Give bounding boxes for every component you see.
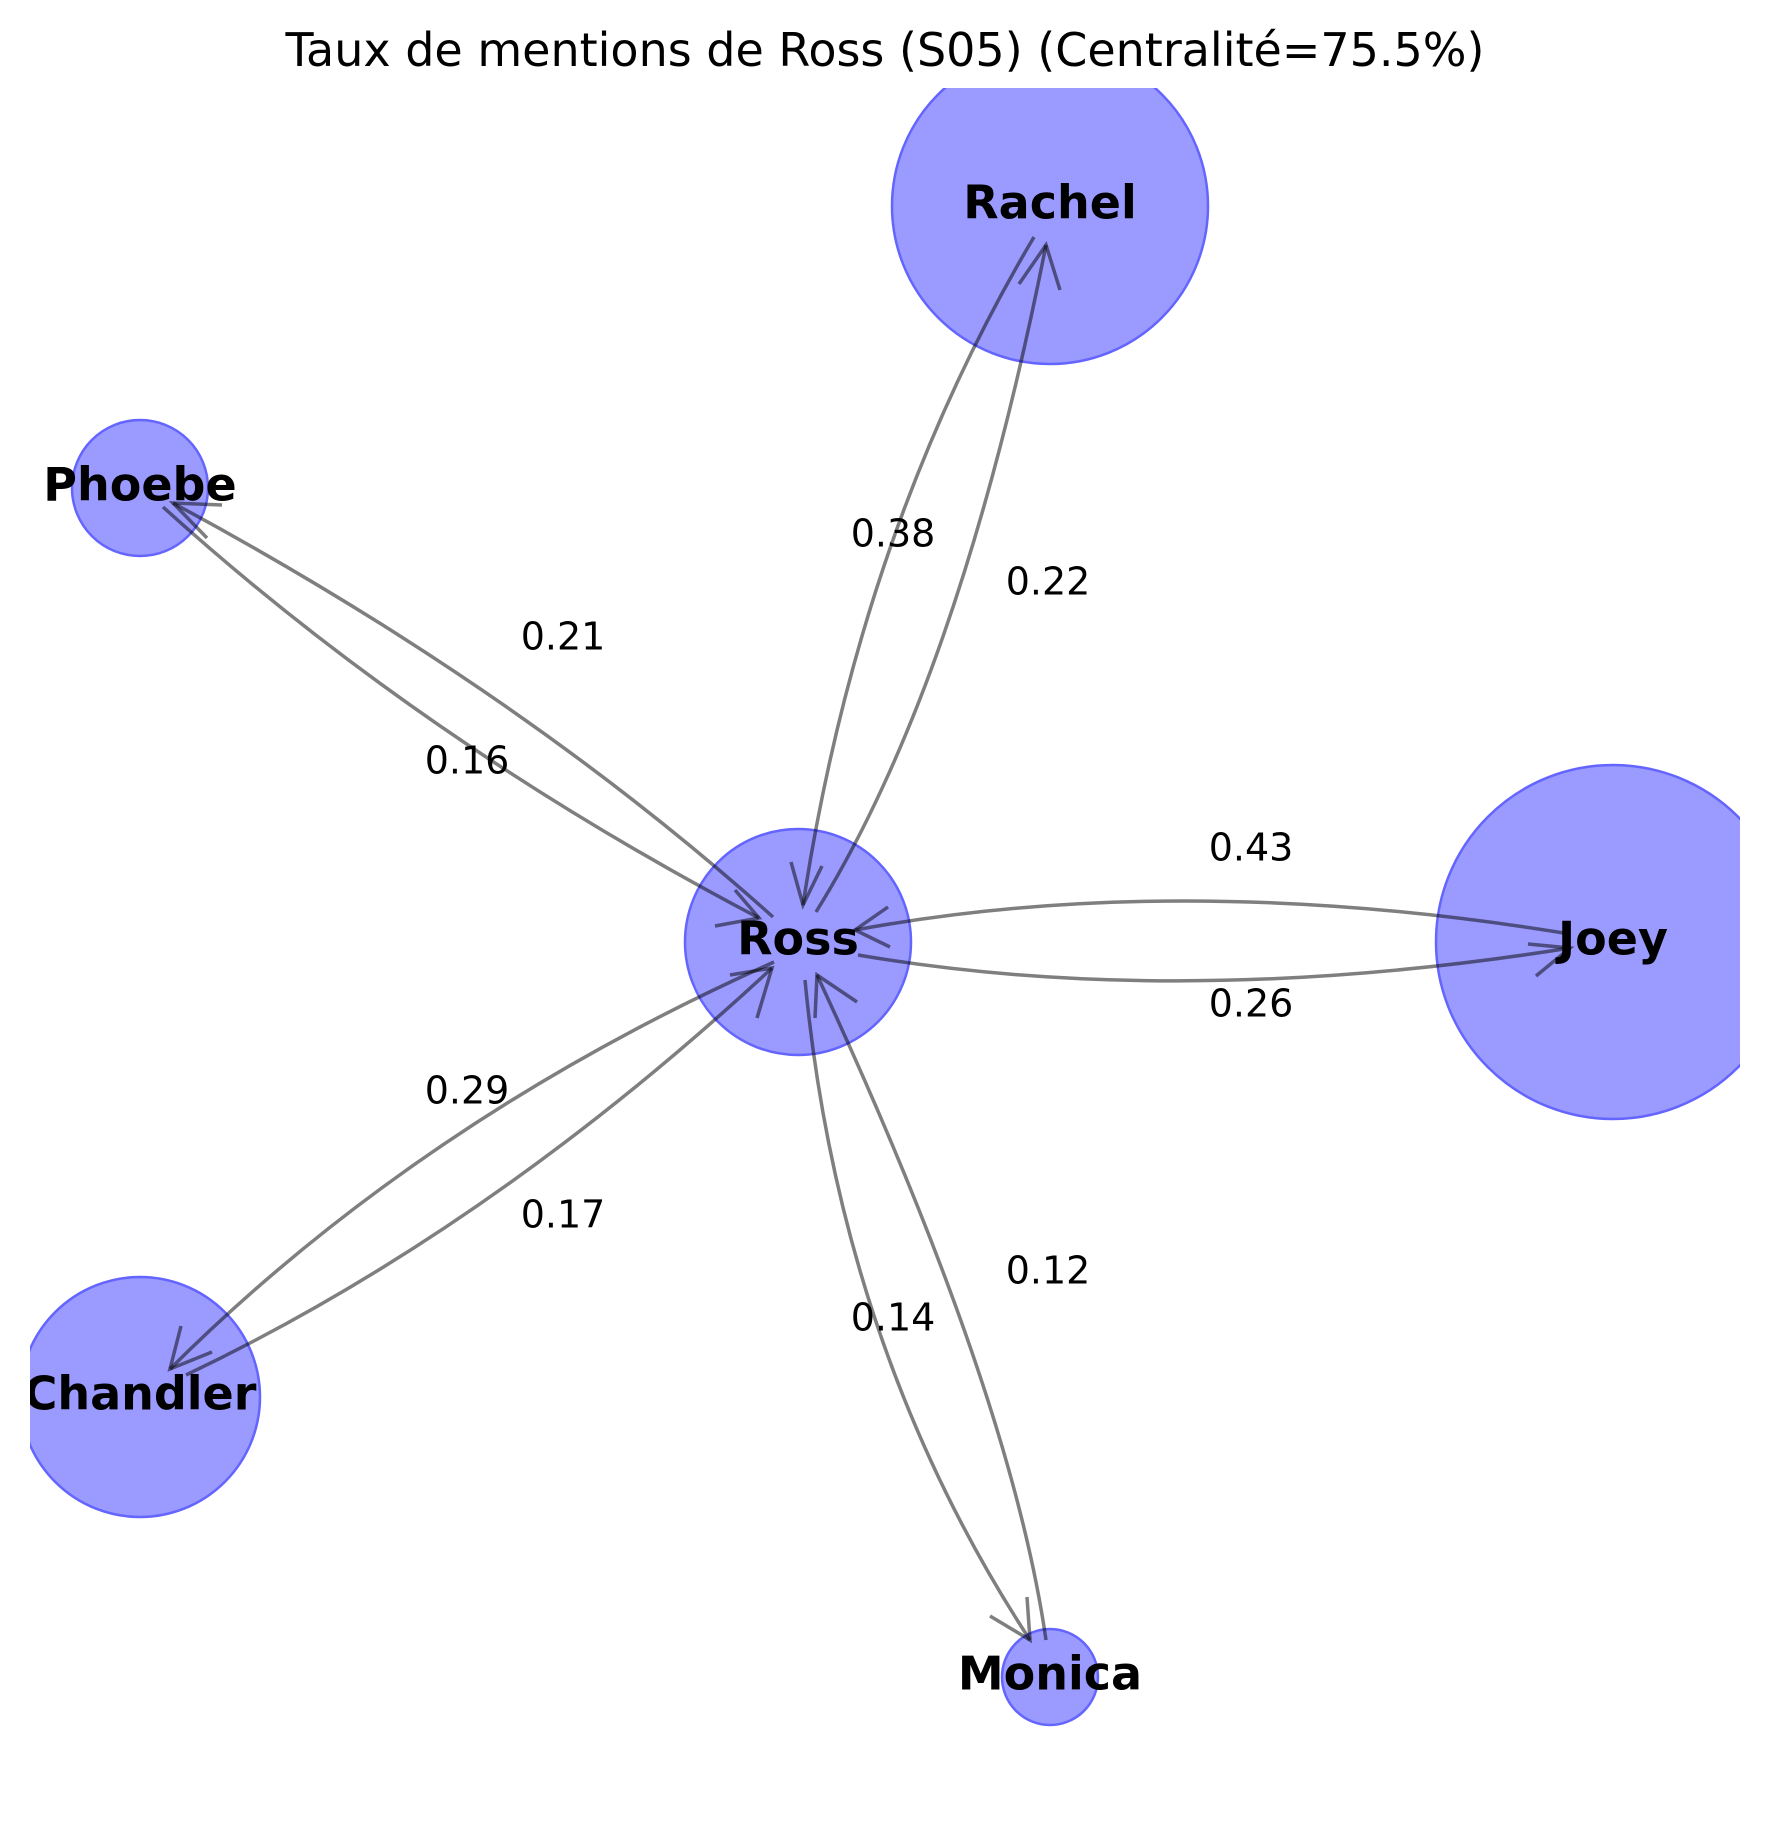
- node-label-phoebe: Phoebe: [43, 458, 236, 512]
- edge-ross-joey: 0.26: [857, 942, 1575, 1026]
- edge-ross-chandler: 0.29: [167, 960, 775, 1372]
- node-label-chandler: Chandler: [24, 1367, 257, 1421]
- node-label-joey: Joey: [1555, 912, 1668, 966]
- edge-line-ross-rachel: [814, 244, 1048, 913]
- edge-weight-ross-joey: 0.26: [1209, 982, 1294, 1026]
- arrowhead-ross-monica: [989, 1596, 1032, 1644]
- node-monica: [1000, 1627, 1100, 1727]
- edges-layer: 0.22 0.38 0.21 0.16 0.26 0.43 0.29 0.17 0.14 0.12: [161, 236, 1575, 1644]
- edge-joey-ross: 0.43: [851, 826, 1571, 949]
- arrowhead-ross-phoebe: [168, 501, 223, 540]
- edge-line-joey-ross: [854, 899, 1571, 936]
- node-joey: [1434, 763, 1740, 1121]
- node-label-monica: Monica: [958, 1647, 1142, 1701]
- edge-rachel-ross: 0.38: [789, 236, 1036, 910]
- edge-line-ross-monica: [803, 979, 1032, 1641]
- edge-ross-rachel: 0.22: [814, 241, 1091, 913]
- edge-line-rachel-ross: [801, 236, 1036, 906]
- edge-line-ross-chandler: [168, 960, 775, 1371]
- edge-ross-phoebe: 0.21: [168, 501, 775, 919]
- edge-weight-monica-ross: 0.12: [1006, 1249, 1091, 1293]
- edge-chandler-ross: 0.17: [185, 965, 775, 1377]
- edge-monica-ross: 0.12: [813, 971, 1091, 1641]
- node-label-rachel: Rachel: [963, 176, 1136, 230]
- arrowhead-rachel-ross: [789, 861, 824, 910]
- edge-weight-chandler-ross: 0.17: [521, 1193, 606, 1237]
- nodes-layer: [30, 88, 1740, 1727]
- arrowhead-ross-rachel: [1017, 241, 1062, 291]
- edge-line-monica-ross: [815, 974, 1048, 1641]
- edge-ross-monica: 0.14: [803, 979, 1032, 1644]
- edge-weight-rachel-ross: 0.38: [851, 512, 936, 556]
- node-phoebe: [70, 418, 210, 558]
- edge-weight-ross-rachel: 0.22: [1006, 560, 1091, 604]
- arrowhead-joey-ross: [851, 905, 891, 949]
- arrowhead-phoebe-ross: [714, 888, 763, 928]
- labels-layer: Ross Rachel Phoebe Joey Chandler Monica: [24, 176, 1668, 1701]
- arrowhead-ross-joey: [1527, 942, 1575, 978]
- node-rachel: [890, 88, 1210, 366]
- edge-weight-phoebe-ross: 0.16: [425, 739, 510, 783]
- edge-weight-ross-chandler: 0.29: [425, 1069, 510, 1113]
- edge-line-ross-phoebe: [172, 501, 775, 919]
- edge-weight-joey-ross: 0.43: [1209, 826, 1294, 870]
- edge-line-phoebe-ross: [161, 505, 760, 920]
- arrowhead-chandler-ross: [729, 965, 775, 1019]
- edge-weight-ross-monica: 0.14: [851, 1296, 936, 1340]
- arrowhead-monica-ross: [813, 971, 858, 1019]
- edge-phoebe-ross: 0.16: [161, 505, 763, 928]
- node-label-ross: Ross: [737, 912, 859, 966]
- edge-line-ross-joey: [857, 946, 1571, 983]
- edge-weight-ross-phoebe: 0.21: [521, 615, 606, 659]
- edge-line-chandler-ross: [185, 966, 774, 1377]
- arrowhead-ross-chandler: [167, 1325, 213, 1372]
- diagram-title: Taux de mentions de Ross (S05) (Centrali…: [285, 23, 1485, 77]
